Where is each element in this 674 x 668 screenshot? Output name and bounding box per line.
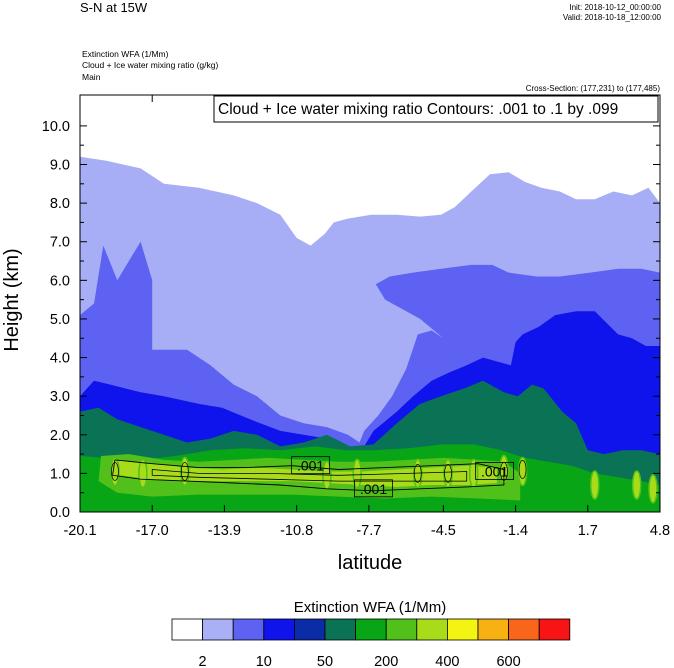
contour-line: [111, 462, 119, 481]
y-tick-label: 1.0: [50, 466, 70, 482]
contour-label: .001: [360, 481, 387, 497]
colorbar-label: 200: [374, 654, 398, 668]
colorbar-swatch: [416, 618, 448, 641]
valid-time: Valid: 2018-10-18_12:00:00: [562, 13, 661, 22]
x-tick-label: -20.1: [63, 523, 96, 539]
x-tick-label: -1.4: [503, 523, 528, 539]
colorbar-swatch: [385, 618, 418, 641]
contour-info-text: Cloud + Ice water mixing ratio Contours:…: [218, 101, 618, 118]
y-tick-label: 6.0: [50, 273, 70, 289]
colorbar-label: 10: [256, 654, 272, 668]
contour-line: [413, 464, 422, 483]
colorbar-label: 50: [317, 654, 333, 668]
contour-label-box: [475, 462, 515, 480]
y-tick-label: 5.0: [50, 312, 70, 328]
x-tick-label: 4.8: [650, 523, 670, 539]
contour-label-box: [354, 479, 393, 498]
y-tick-label: 10.0: [42, 119, 70, 135]
x-axis-label: latitude: [338, 552, 403, 574]
colorbar-label: 2: [199, 654, 207, 668]
colorbar-swatch: [508, 618, 540, 641]
chart-title-line: S-N at 15W: [80, 0, 148, 15]
cloud-cell: [648, 474, 658, 504]
contour-line: [518, 460, 527, 479]
variable-cloud-ice: Cloud + Ice water mixing ratio (g/kg): [82, 60, 219, 70]
colorbar-swatch: [355, 618, 387, 641]
x-tick-label: 1.7: [578, 523, 598, 539]
contour-line: [180, 462, 189, 481]
init-time: Init: 2018-10-12_00:00:00: [569, 3, 661, 12]
cloud-cell: [631, 470, 642, 500]
colorbar-swatch: [324, 618, 357, 641]
y-tick-label: 3.0: [50, 389, 70, 405]
variable-extinction: Extinction WFA (1/Mm): [82, 49, 169, 59]
plot-frame: [79, 94, 661, 513]
colorbar-swatch: [232, 618, 265, 641]
cloud-cell: [443, 458, 453, 489]
y-tick-label: 4.0: [50, 351, 70, 367]
colorbar-swatch: [538, 618, 571, 641]
cloud-cell: [517, 456, 528, 487]
contour-line: [151, 469, 468, 482]
colorbar: Extinction WFA (1/Mm) 2 10 50 200 400 600: [171, 599, 571, 668]
colorbar-swatch: [263, 618, 295, 641]
contour-line: [444, 464, 452, 483]
y-tick-label: 9.0: [50, 158, 70, 174]
variable-domain: Main: [82, 72, 101, 82]
y-tick-label: 7.0: [50, 235, 70, 251]
cloud-cell: [138, 458, 148, 489]
cross-section-label: Cross-Section: (177,231) to (177,485): [525, 84, 660, 93]
colorbar-swatch: [477, 618, 510, 641]
cloud-cell: [352, 458, 362, 489]
y-tick-label: 2.0: [50, 428, 70, 444]
contour-label-box: [291, 456, 331, 475]
cloud-cell: [590, 470, 600, 500]
colorbar-swatch: [293, 618, 326, 641]
x-tick-label: -10.8: [280, 523, 313, 539]
y-tick-label: 0.0: [50, 505, 70, 521]
colorbar-label: 600: [496, 654, 520, 668]
colorbar-swatch: [171, 618, 204, 641]
y-tick-label: 8.0: [50, 196, 70, 212]
colorbar-swatch: [446, 618, 479, 641]
plot-area: [80, 95, 660, 512]
x-tick-label: -7.7: [356, 523, 381, 539]
x-tick-label: -13.9: [208, 523, 241, 539]
y-axis-label: Height (km): [1, 248, 23, 351]
axes: -20.1 -17.0 -13.9 -10.8 -7.7 -4.5 -1.4 1.7 4.8 0.…: [1, 95, 670, 574]
x-tick-label: -4.5: [431, 523, 456, 539]
x-tick-label: -17.0: [136, 523, 169, 539]
colorbar-label: 400: [435, 654, 459, 668]
contour-label: .001: [297, 458, 324, 474]
contour-lines: .001 .001 .001: [111, 456, 527, 498]
contour-label: .001: [481, 463, 508, 479]
contour-line: [112, 459, 505, 492]
colorbar-title: Extinction WFA (1/Mm): [294, 599, 447, 616]
colorbar-swatch: [202, 618, 234, 641]
contour-info-box: Cloud + Ice water mixing ratio Contours:…: [213, 95, 659, 123]
